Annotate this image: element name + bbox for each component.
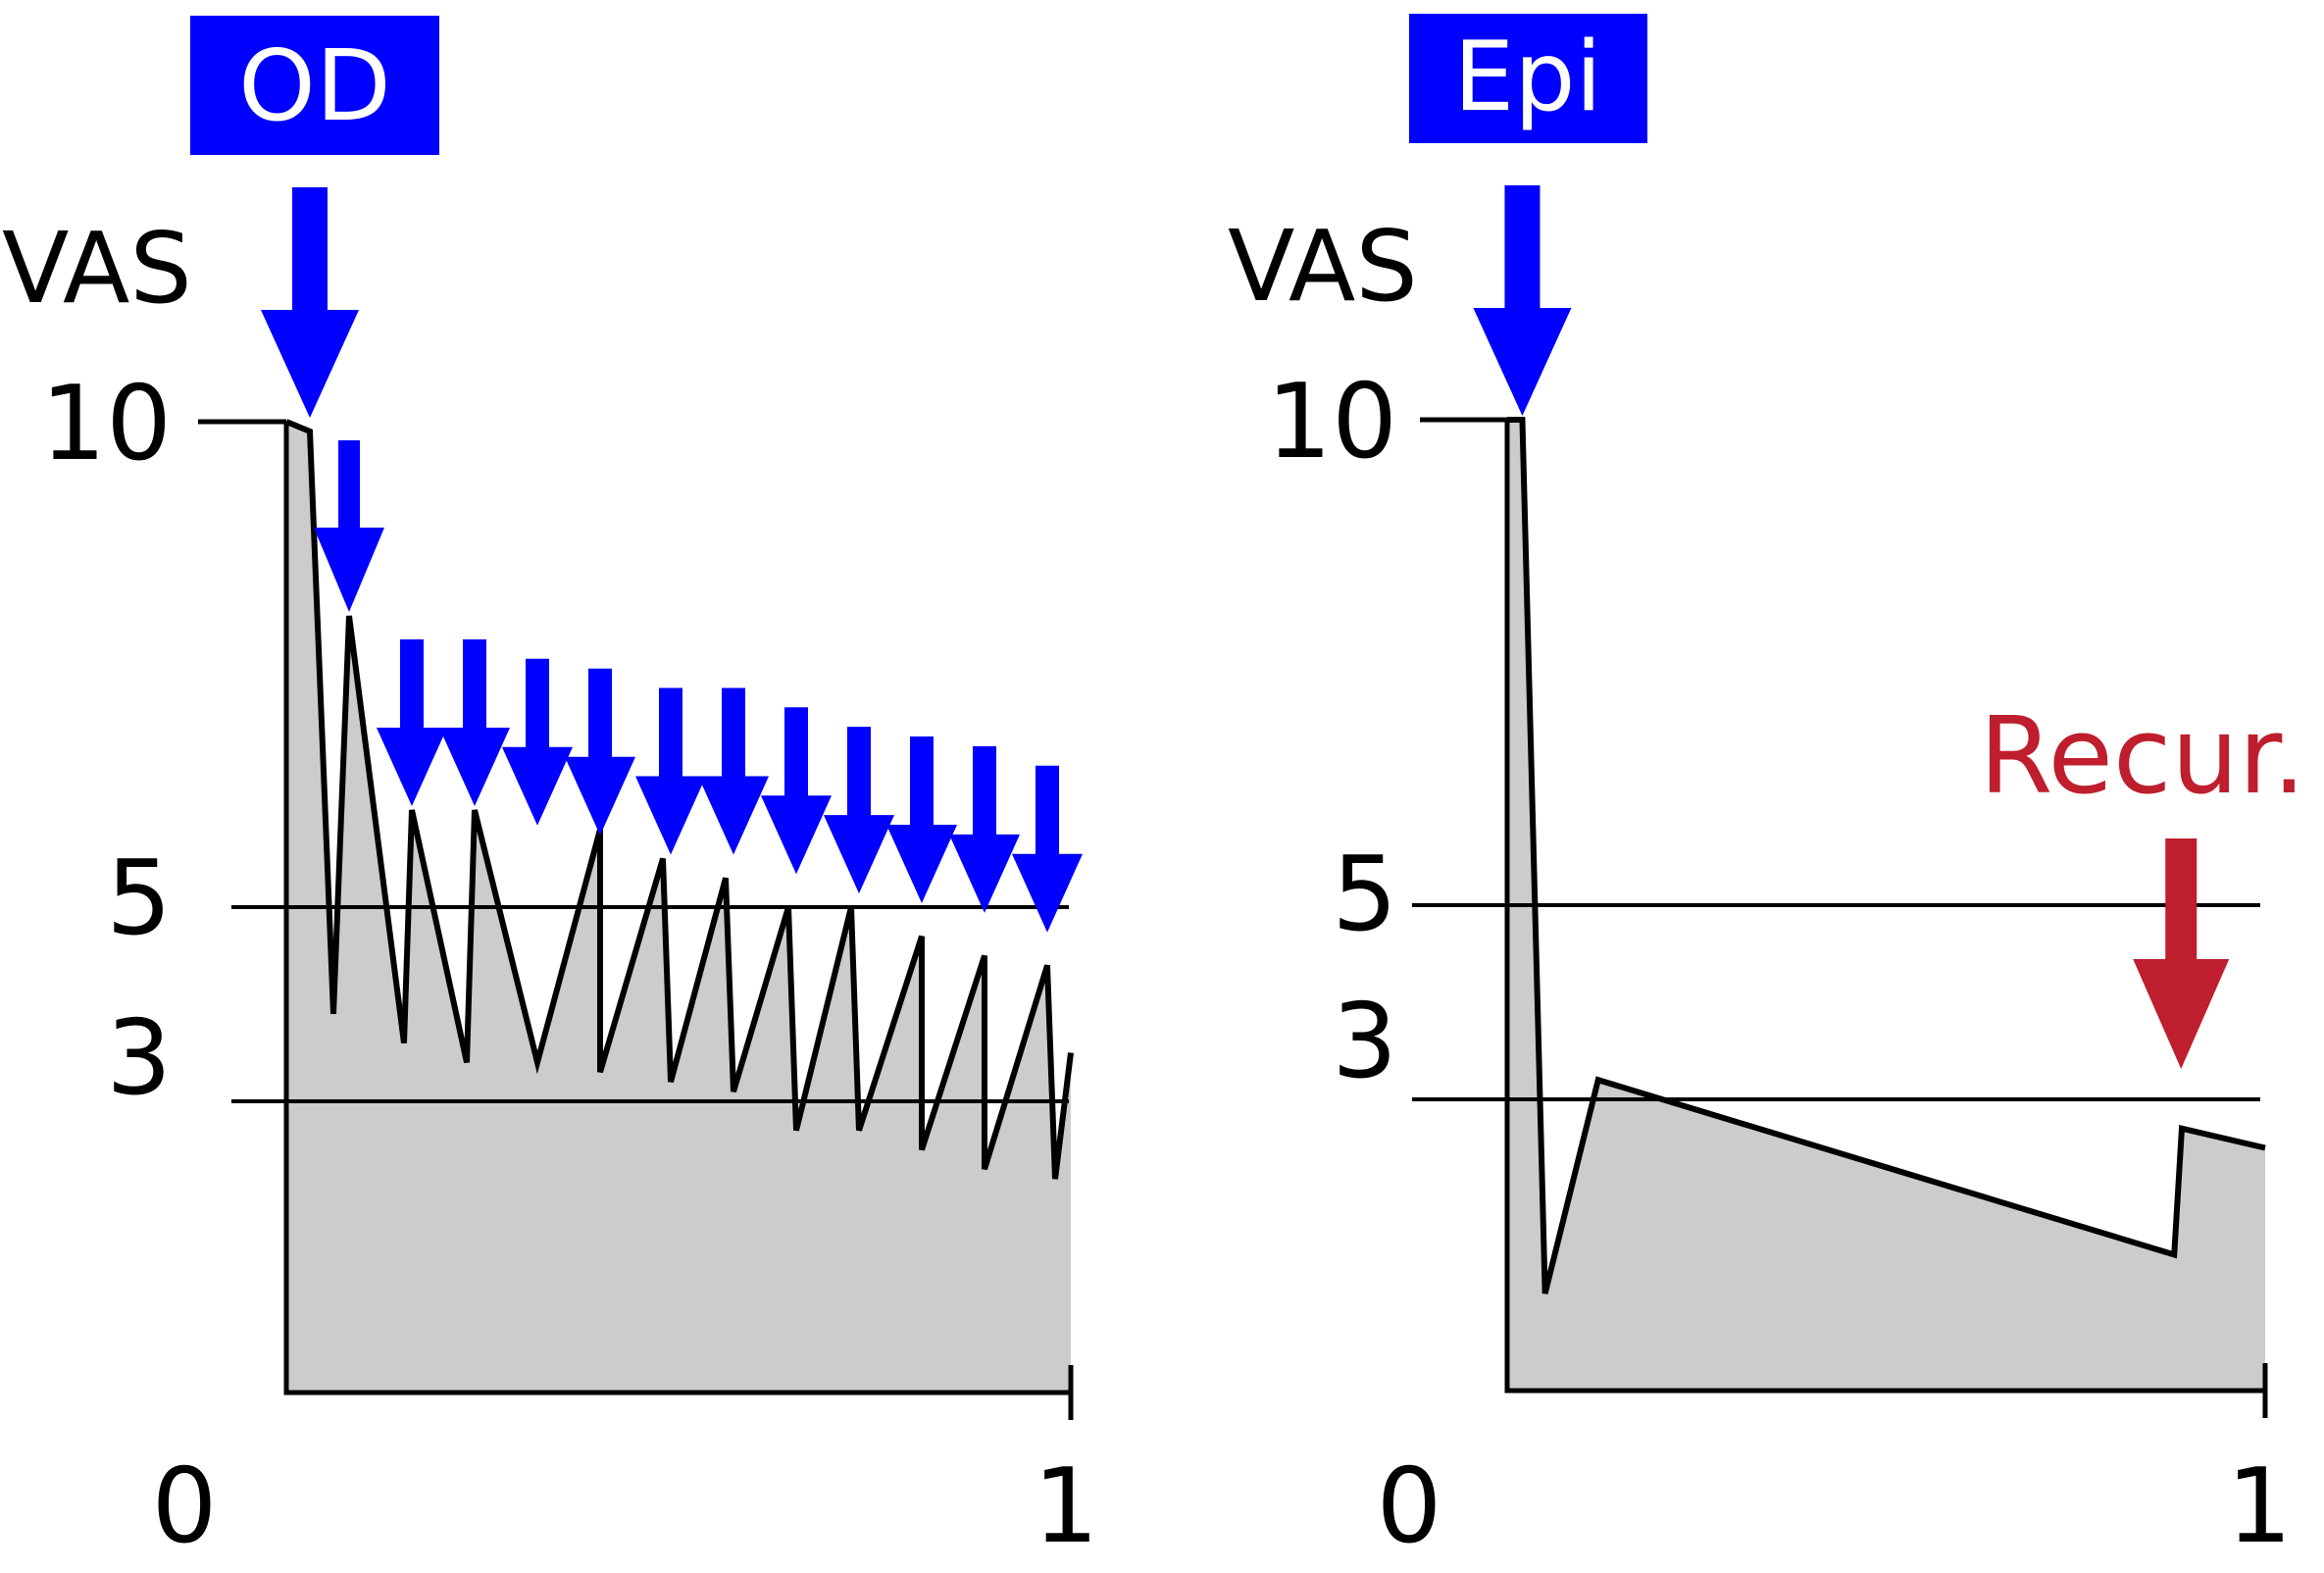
od-vas-area bbox=[286, 422, 1071, 1393]
dose-arrow bbox=[635, 687, 706, 855]
epi-label-box bbox=[1409, 14, 1647, 143]
dose-arrow bbox=[1012, 765, 1083, 933]
dose-arrow bbox=[886, 736, 957, 903]
od-x-tick-1: 1 bbox=[1034, 1446, 1099, 1566]
epi-x-tick-0: 0 bbox=[1377, 1446, 1442, 1566]
recurrence-label: Recur. bbox=[1979, 695, 2305, 818]
recurrence-arrow bbox=[2133, 838, 2230, 1069]
od-dose-arrows bbox=[261, 187, 1083, 933]
od-y-tick-5: 5 bbox=[106, 838, 172, 958]
epi-vas-area bbox=[1507, 420, 2265, 1391]
epi-dose-arrows bbox=[1473, 185, 1572, 416]
od-vas-line bbox=[284, 419, 1074, 1180]
dose-arrow bbox=[502, 658, 573, 826]
dose-arrow bbox=[314, 440, 384, 612]
dose-arrow bbox=[698, 687, 769, 855]
od-axes bbox=[283, 422, 1071, 1395]
dose-arrow bbox=[761, 707, 832, 875]
dose-arrow bbox=[439, 639, 510, 806]
epi-vas-line bbox=[1507, 417, 2266, 1294]
dose-arrow bbox=[261, 187, 359, 418]
od-y-tick-3: 3 bbox=[106, 998, 172, 1118]
od-label: OD bbox=[238, 28, 391, 143]
recurrence-arrow-shape bbox=[2133, 838, 2230, 1069]
epi-y-tick-5: 5 bbox=[1332, 835, 1397, 954]
epi-ylabel: VAS bbox=[1228, 209, 1418, 324]
epi-y-tick-10: 10 bbox=[1266, 362, 1397, 482]
epi-x-tick-1: 1 bbox=[2227, 1446, 2293, 1566]
dose-arrow bbox=[377, 639, 447, 806]
dose-arrow bbox=[565, 668, 635, 836]
dose-arrow bbox=[824, 727, 894, 894]
od-x-tick-0: 0 bbox=[152, 1446, 218, 1566]
panel-epi: Epi VAS 10 5 3 0 1 Recur. bbox=[1228, 14, 2306, 1566]
dose-arrow bbox=[1473, 185, 1572, 416]
epi-label: Epi bbox=[1453, 22, 1601, 133]
epi-y-tick-3: 3 bbox=[1332, 982, 1397, 1101]
od-y-tick-10: 10 bbox=[40, 364, 172, 483]
od-label-box bbox=[190, 16, 439, 155]
panel-od: OD VAS 10 5 3 0 1 bbox=[2, 16, 1098, 1566]
od-ylabel: VAS bbox=[2, 211, 192, 326]
epi-axes bbox=[1504, 420, 2265, 1394]
dose-arrow bbox=[949, 745, 1020, 913]
